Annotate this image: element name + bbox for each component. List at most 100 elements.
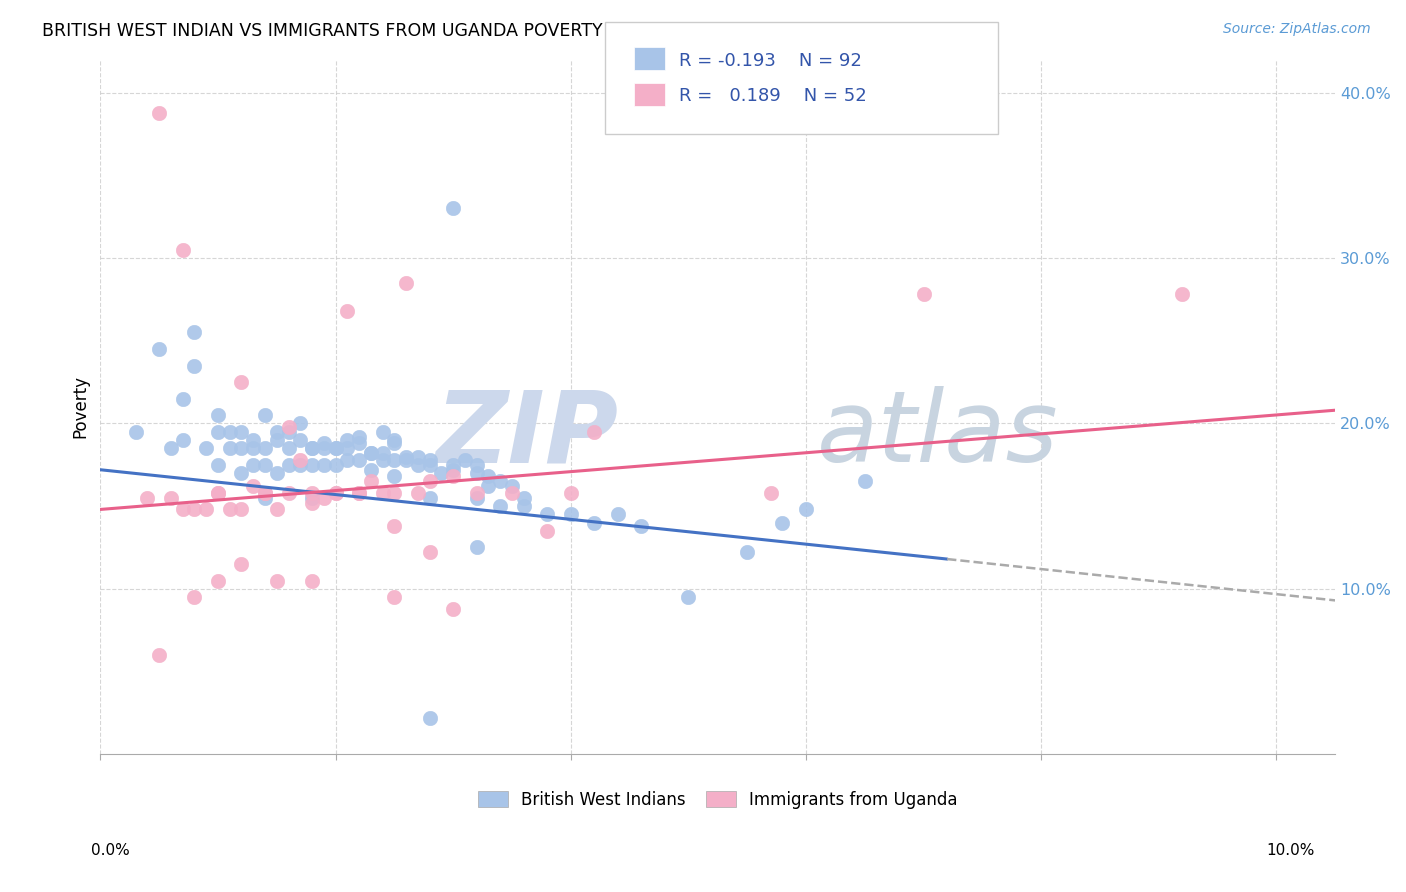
Point: [395, 276, 418, 290]
Point: [160, 442, 183, 456]
Point: [301, 574, 323, 588]
Point: [183, 326, 205, 340]
Point: [513, 491, 536, 505]
Point: [301, 491, 323, 505]
Point: [231, 466, 253, 480]
Point: [912, 287, 935, 301]
Point: [290, 453, 312, 467]
Point: [312, 491, 335, 505]
Point: [253, 408, 276, 422]
Point: [231, 557, 253, 571]
Point: [489, 475, 512, 489]
Point: [195, 502, 218, 516]
Point: [218, 502, 240, 516]
Text: atlas: atlas: [817, 386, 1059, 483]
Point: [160, 491, 183, 505]
Point: [325, 486, 347, 500]
Point: [606, 508, 628, 522]
Point: [253, 486, 276, 500]
Point: [395, 453, 418, 467]
Point: [301, 458, 323, 472]
Point: [231, 425, 253, 439]
Point: [382, 519, 405, 533]
Point: [489, 499, 512, 513]
Point: [183, 590, 205, 604]
Point: [242, 479, 264, 493]
Point: [207, 408, 229, 422]
Text: 10.0%: 10.0%: [1267, 843, 1315, 858]
Point: [207, 574, 229, 588]
Point: [183, 359, 205, 373]
Point: [266, 425, 288, 439]
Point: [277, 425, 299, 439]
Point: [253, 442, 276, 456]
Point: [419, 545, 441, 559]
Point: [218, 442, 240, 456]
Point: [325, 486, 347, 500]
Point: [406, 486, 429, 500]
Point: [371, 486, 394, 500]
Point: [853, 475, 876, 489]
Point: [325, 442, 347, 456]
Point: [266, 466, 288, 480]
Point: [465, 491, 488, 505]
Point: [360, 446, 382, 460]
Point: [172, 502, 194, 516]
Point: [772, 516, 794, 530]
Point: [560, 486, 582, 500]
Point: [382, 590, 405, 604]
Point: [406, 458, 429, 472]
Point: [301, 442, 323, 456]
Point: [231, 502, 253, 516]
Point: [347, 486, 370, 500]
Point: [382, 486, 405, 500]
Point: [242, 433, 264, 447]
Point: [277, 486, 299, 500]
Point: [536, 524, 558, 538]
Point: [253, 486, 276, 500]
Point: [371, 453, 394, 467]
Point: [347, 453, 370, 467]
Point: [630, 519, 652, 533]
Point: [513, 499, 536, 513]
Point: [325, 442, 347, 456]
Point: [336, 304, 359, 318]
Point: [794, 502, 817, 516]
Point: [148, 342, 170, 356]
Point: [312, 442, 335, 456]
Text: ZIP: ZIP: [436, 386, 619, 483]
Point: [678, 590, 700, 604]
Point: [242, 458, 264, 472]
Text: Source: ZipAtlas.com: Source: ZipAtlas.com: [1223, 22, 1371, 37]
Y-axis label: Poverty: Poverty: [72, 376, 89, 438]
Point: [560, 508, 582, 522]
Point: [218, 425, 240, 439]
Point: [382, 453, 405, 467]
Point: [735, 545, 758, 559]
Point: [419, 475, 441, 489]
Point: [242, 442, 264, 456]
Point: [419, 458, 441, 472]
Point: [207, 458, 229, 472]
Text: 0.0%: 0.0%: [91, 843, 131, 858]
Point: [290, 433, 312, 447]
Point: [347, 430, 370, 444]
Point: [441, 202, 464, 216]
Point: [759, 486, 782, 500]
Point: [501, 486, 523, 500]
Text: BRITISH WEST INDIAN VS IMMIGRANTS FROM UGANDA POVERTY CORRELATION CHART: BRITISH WEST INDIAN VS IMMIGRANTS FROM U…: [42, 22, 797, 40]
Point: [183, 502, 205, 516]
Point: [360, 446, 382, 460]
Point: [465, 466, 488, 480]
Point: [441, 463, 464, 477]
Point: [360, 463, 382, 477]
Point: [172, 392, 194, 406]
Point: [136, 491, 159, 505]
Point: [336, 453, 359, 467]
Text: R =   0.189    N = 52: R = 0.189 N = 52: [679, 87, 868, 105]
Point: [501, 479, 523, 493]
Point: [419, 453, 441, 467]
Text: R = -0.193    N = 92: R = -0.193 N = 92: [679, 52, 862, 70]
Point: [207, 486, 229, 500]
Point: [301, 486, 323, 500]
